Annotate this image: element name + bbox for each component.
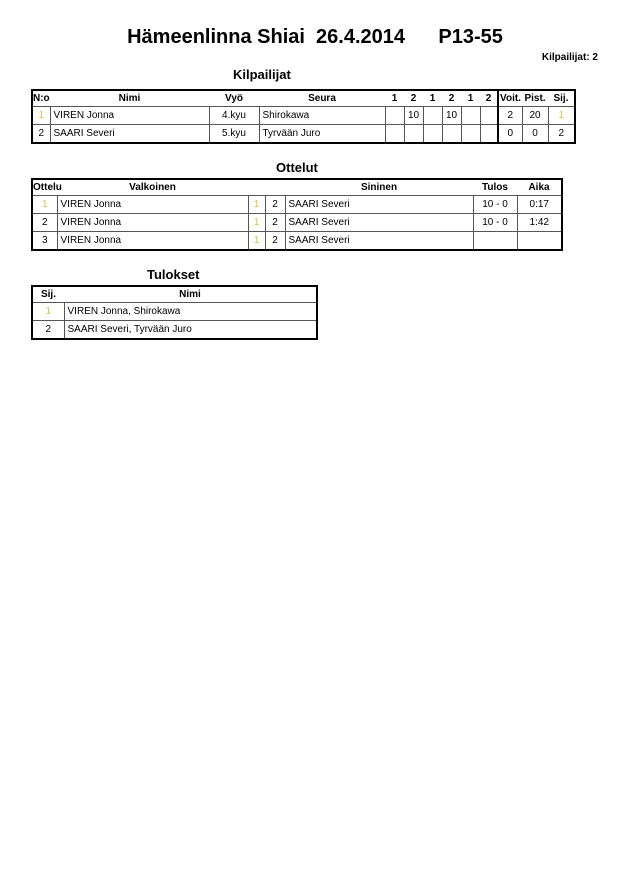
- col-header: Pist.: [524, 93, 546, 104]
- table-cell: SAARI Severi: [284, 195, 474, 214]
- table-cell: [422, 124, 443, 144]
- table-cell: 1:42: [516, 213, 563, 232]
- table-cell: 1: [547, 106, 576, 125]
- col-header: Vyö: [225, 93, 243, 104]
- table-cell: VIREN Jonna: [56, 213, 249, 232]
- table-cell: 2: [264, 231, 286, 251]
- col-header: Voit.: [497, 90, 522, 107]
- col-header: 2: [485, 93, 492, 104]
- col-header: Sij.: [553, 93, 569, 104]
- table-cell: 10: [403, 106, 424, 125]
- table-cell: [479, 106, 499, 125]
- results-title: Tulokset: [147, 267, 200, 282]
- col-header: Valkoinen: [129, 182, 176, 193]
- col-header: Ottelu: [33, 182, 62, 193]
- table-cell: 10: [441, 106, 462, 125]
- table-cell: 3: [31, 231, 58, 251]
- table-cell: VIREN Jonna: [56, 195, 249, 214]
- table-cell: 20: [521, 106, 549, 125]
- table-cell: 2: [547, 124, 576, 144]
- table-cell: 0: [521, 124, 549, 144]
- results-table: Sij. Nimi 1 VIREN Jonna, Shirokawa 2 SAARI …: [31, 285, 318, 340]
- table-cell: SAARI Severi: [284, 213, 474, 232]
- table-cell: [479, 124, 499, 144]
- table-cell: 1: [31, 195, 58, 214]
- table-cell: VIREN Jonna, Shirokawa: [63, 302, 318, 321]
- table-cell: 1: [31, 302, 65, 321]
- col-header: Tulos: [482, 182, 508, 193]
- col-header: Nimi: [179, 289, 201, 300]
- competitor-count: Kilpailijat: 2: [541, 52, 598, 63]
- matches-title: Ottelut: [276, 160, 318, 175]
- col-header: 2: [448, 93, 455, 104]
- table-cell: VIREN Jonna: [49, 106, 210, 125]
- table-cell: 2: [264, 195, 286, 214]
- table-row: 1 VIREN Jonna 4.kyu Shirokawa 10 10 2 20 1: [31, 106, 576, 125]
- col-header: 1: [467, 93, 474, 104]
- table-cell: [384, 124, 405, 144]
- table-cell: SAARI Severi: [284, 231, 474, 251]
- table-row: 1 VIREN Jonna 1 2 SAARI Severi 10 - 0 0:17: [31, 195, 563, 214]
- table-row: 2 SAARI Severi 5.kyu Tyrvään Juro 0 0 2: [31, 124, 576, 144]
- table-cell: [403, 124, 424, 144]
- table-cell: [384, 106, 405, 125]
- page-title: Hämeenlinna Shiai 26.4.2014 P13-55: [127, 26, 503, 48]
- col-header: Aika: [528, 182, 550, 193]
- table-cell: 1: [247, 213, 266, 232]
- col-header: Sij.: [40, 289, 56, 300]
- col-header: Seura: [308, 93, 336, 104]
- table-cell: [516, 231, 563, 251]
- table-cell: 2: [31, 320, 65, 340]
- table-cell: [472, 231, 518, 251]
- table-cell: [460, 106, 481, 125]
- competitors-table: N:o Nimi Vyö Seura 1 2 1 2 1 2 Voit. Pist. Sij. 1 VIRE…: [31, 89, 576, 144]
- table-cell: 1: [247, 195, 266, 214]
- table-cell: 0:17: [516, 195, 563, 214]
- table-cell: 2: [264, 213, 286, 232]
- col-header: N:o: [33, 93, 50, 104]
- table-row: 2 VIREN Jonna 1 2 SAARI Severi 10 - 0 1:42: [31, 213, 563, 232]
- table-cell: 0: [497, 124, 523, 144]
- table-row: 2 SAARI Severi, Tyrvään Juro: [31, 320, 318, 340]
- col-header: Sininen: [360, 182, 398, 193]
- table-cell: 10 - 0: [472, 195, 518, 214]
- col-header: 1: [429, 93, 436, 104]
- matches-table: Ottelu Valkoinen Sininen Tulos Aika 1 VIR…: [31, 178, 563, 251]
- table-cell: SAARI Severi, Tyrvään Juro: [63, 320, 318, 340]
- col-header: 2: [410, 93, 417, 104]
- table-cell: 2: [31, 124, 51, 144]
- competitors-title: Kilpailijat: [233, 67, 291, 82]
- table-cell: 2: [31, 213, 58, 232]
- table-row: 1 VIREN Jonna, Shirokawa: [31, 302, 318, 321]
- table-cell: Shirokawa: [258, 106, 386, 125]
- table-cell: Tyrvään Juro: [258, 124, 386, 144]
- col-header: Nimi: [118, 93, 141, 104]
- table-cell: SAARI Severi: [49, 124, 210, 144]
- table-cell: 1: [247, 231, 266, 251]
- table-cell: [441, 124, 462, 144]
- table-row: 3 VIREN Jonna 1 2 SAARI Severi: [31, 231, 563, 251]
- table-cell: 2: [497, 106, 523, 125]
- table-cell: 5.kyu: [208, 124, 260, 144]
- col-header: 1: [391, 93, 398, 104]
- table-cell: [422, 106, 443, 125]
- table-cell: 4.kyu: [208, 106, 260, 125]
- table-cell: [460, 124, 481, 144]
- table-cell: 1: [31, 106, 51, 125]
- table-cell: 10 - 0: [472, 213, 518, 232]
- table-cell: VIREN Jonna: [56, 231, 249, 251]
